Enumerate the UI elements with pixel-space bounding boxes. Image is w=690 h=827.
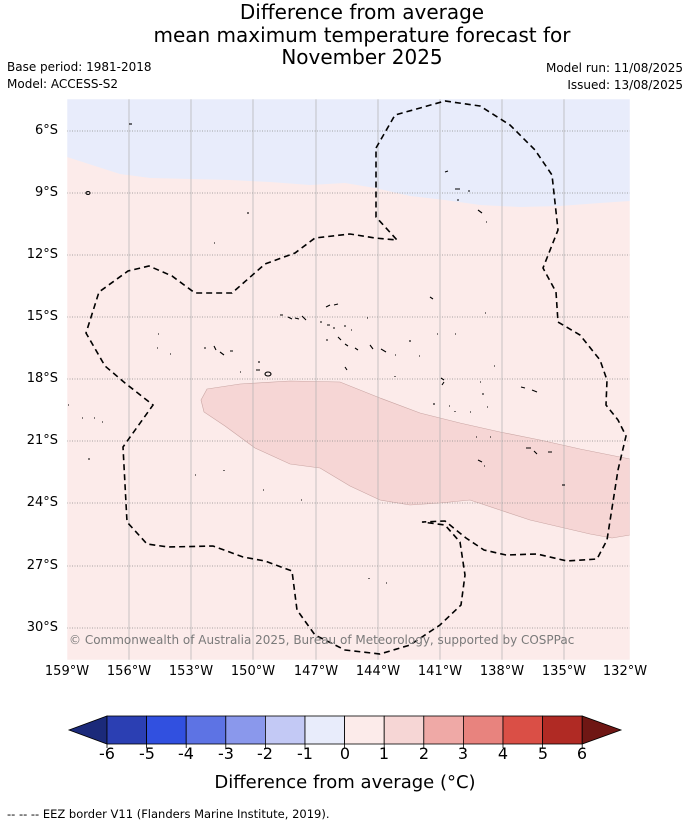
- colorbar-tick: 4: [497, 744, 509, 763]
- colorbar-extend-high: [581, 715, 623, 745]
- colorbar-tick: -3: [218, 744, 234, 763]
- colorbar-segment: [304, 715, 345, 745]
- lat-label-24s: 24°S: [26, 495, 58, 510]
- colorbar: [67, 715, 623, 748]
- colorbar-segment: [462, 715, 504, 745]
- colorbar-segment: [225, 715, 266, 745]
- lon-label-150w: 150°W: [230, 664, 276, 679]
- lat-label-18s: 18°S: [26, 371, 58, 386]
- lon-label-144w: 144°W: [355, 664, 401, 679]
- lat-label-27s: 27°S: [26, 558, 58, 573]
- lon-label-147w: 147°W: [293, 664, 339, 679]
- title-line-3: November 2025: [281, 45, 443, 69]
- eez-border: [85, 100, 627, 655]
- anomaly-region-minus1-to-0: [67, 99, 630, 207]
- colorbar-extend-low: [67, 715, 108, 745]
- colorbar-segment: [185, 715, 227, 745]
- colorbar-tick: -1: [297, 744, 313, 763]
- lon-label-156w: 156°W: [106, 664, 152, 679]
- colorbar-segment: [344, 715, 385, 745]
- lat-label-21s: 21°S: [26, 433, 58, 448]
- colorbar-tick: 5: [537, 744, 549, 763]
- colorbar-segment: [264, 715, 306, 745]
- colorbar-segment: [542, 715, 583, 745]
- lon-label-135w: 135°W: [541, 664, 587, 679]
- lat-label-30s: 30°S: [26, 620, 58, 635]
- map-title: Difference from average mean maximum tem…: [0, 1, 690, 69]
- islands: [68, 123, 565, 584]
- meta-left: Base period: 1981-2018 Model: ACCESS-S2: [7, 59, 152, 93]
- anomaly-region-1-to-2: [200, 380, 630, 539]
- colorbar-tick: 3: [457, 744, 469, 763]
- colorbar-tick: 2: [418, 744, 430, 763]
- colorbar-tick: 0: [339, 744, 351, 763]
- lat-label-15s: 15°S: [26, 309, 58, 324]
- base-period: Base period: 1981-2018: [7, 60, 152, 74]
- lat-label-12s: 12°S: [26, 247, 58, 262]
- eez-legend-note: -- -- -- EEZ border V11 (Flanders Marine…: [7, 807, 330, 821]
- colorbar-tick: -4: [178, 744, 194, 763]
- title-line-2: mean maximum temperature forecast for: [153, 22, 571, 47]
- colorbar-tick: -6: [99, 744, 115, 763]
- colorbar-title: Difference from average (°C): [214, 772, 476, 793]
- model-name: Model: ACCESS-S2: [7, 77, 119, 91]
- colorbar-tick: 1: [378, 744, 390, 763]
- lon-label-159w: 159°W: [44, 664, 90, 679]
- lon-label-138w: 138°W: [479, 664, 525, 679]
- colorbar-segment: [106, 715, 147, 745]
- colorbar-segment: [146, 715, 187, 745]
- map-plot-area: [67, 99, 630, 660]
- colorbar-tick: -2: [257, 744, 273, 763]
- model-run: Model run: 11/08/2025: [545, 61, 683, 75]
- map-frame: [66, 98, 631, 661]
- copyright-notice: © Commonwealth of Australia 2025, Bureau…: [69, 633, 575, 647]
- lon-label-132w: 132°W: [602, 664, 648, 679]
- issued-date: Issued: 13/08/2025: [567, 78, 683, 92]
- colorbar-segment: [423, 715, 464, 745]
- colorbar-segment: [502, 715, 543, 745]
- map-gridlines: [67, 99, 630, 660]
- title-line-1: Difference from average: [239, 0, 485, 24]
- lon-label-153w: 153°W: [168, 664, 214, 679]
- lon-label-141w: 141°W: [417, 664, 463, 679]
- meta-right: Model run: 11/08/2025 Issued: 13/08/2025: [546, 60, 683, 94]
- colorbar-segment: [383, 715, 425, 745]
- lat-label-9s: 9°S: [34, 185, 58, 200]
- colorbar-tick: 6: [576, 744, 588, 763]
- lat-label-6s: 6°S: [34, 123, 58, 138]
- colorbar-tick: -5: [139, 744, 155, 763]
